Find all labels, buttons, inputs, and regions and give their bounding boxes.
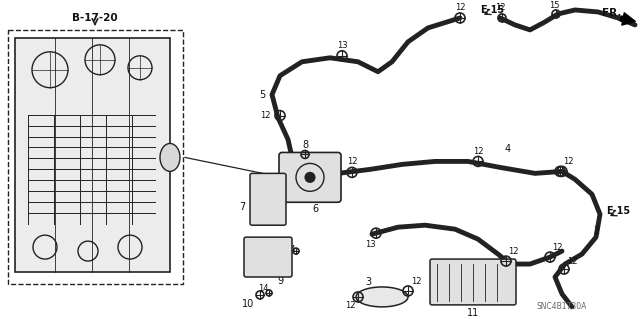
Ellipse shape bbox=[356, 287, 408, 307]
Text: 12: 12 bbox=[552, 243, 563, 252]
Text: E-15: E-15 bbox=[606, 206, 630, 216]
Text: 6: 6 bbox=[312, 204, 318, 214]
Text: 12: 12 bbox=[567, 256, 577, 265]
Text: 12: 12 bbox=[473, 147, 483, 156]
Text: 7: 7 bbox=[239, 202, 245, 212]
Text: 12: 12 bbox=[455, 4, 465, 12]
Text: 12: 12 bbox=[345, 301, 355, 310]
Text: 3: 3 bbox=[365, 277, 371, 287]
FancyBboxPatch shape bbox=[15, 38, 170, 272]
FancyBboxPatch shape bbox=[8, 30, 183, 284]
Ellipse shape bbox=[160, 144, 180, 171]
Text: E-15: E-15 bbox=[480, 5, 504, 15]
Text: B-17-20: B-17-20 bbox=[72, 13, 118, 23]
Text: 12: 12 bbox=[347, 157, 357, 166]
Text: 10: 10 bbox=[242, 299, 254, 309]
Text: 15: 15 bbox=[548, 2, 559, 11]
Text: 13: 13 bbox=[337, 41, 348, 50]
Text: 2: 2 bbox=[593, 226, 599, 236]
Text: 14: 14 bbox=[285, 245, 295, 254]
FancyBboxPatch shape bbox=[430, 259, 516, 305]
Text: 12: 12 bbox=[260, 111, 270, 120]
Text: 13: 13 bbox=[365, 240, 375, 249]
FancyBboxPatch shape bbox=[250, 173, 286, 225]
Text: 12: 12 bbox=[508, 247, 518, 256]
Text: 12: 12 bbox=[563, 157, 573, 166]
Text: 8: 8 bbox=[302, 140, 308, 151]
FancyBboxPatch shape bbox=[244, 237, 292, 277]
FancyBboxPatch shape bbox=[279, 152, 341, 202]
Text: 14: 14 bbox=[258, 285, 268, 293]
Text: 11: 11 bbox=[467, 308, 479, 318]
Text: 1: 1 bbox=[489, 272, 495, 282]
Text: SNC4B1730A: SNC4B1730A bbox=[537, 302, 587, 311]
Text: 9: 9 bbox=[277, 276, 283, 286]
Text: 12: 12 bbox=[495, 4, 505, 12]
Text: 5: 5 bbox=[259, 90, 265, 100]
Text: FR.: FR. bbox=[602, 8, 621, 18]
Text: 4: 4 bbox=[505, 145, 511, 154]
Text: 12: 12 bbox=[411, 278, 421, 286]
Circle shape bbox=[305, 172, 315, 182]
